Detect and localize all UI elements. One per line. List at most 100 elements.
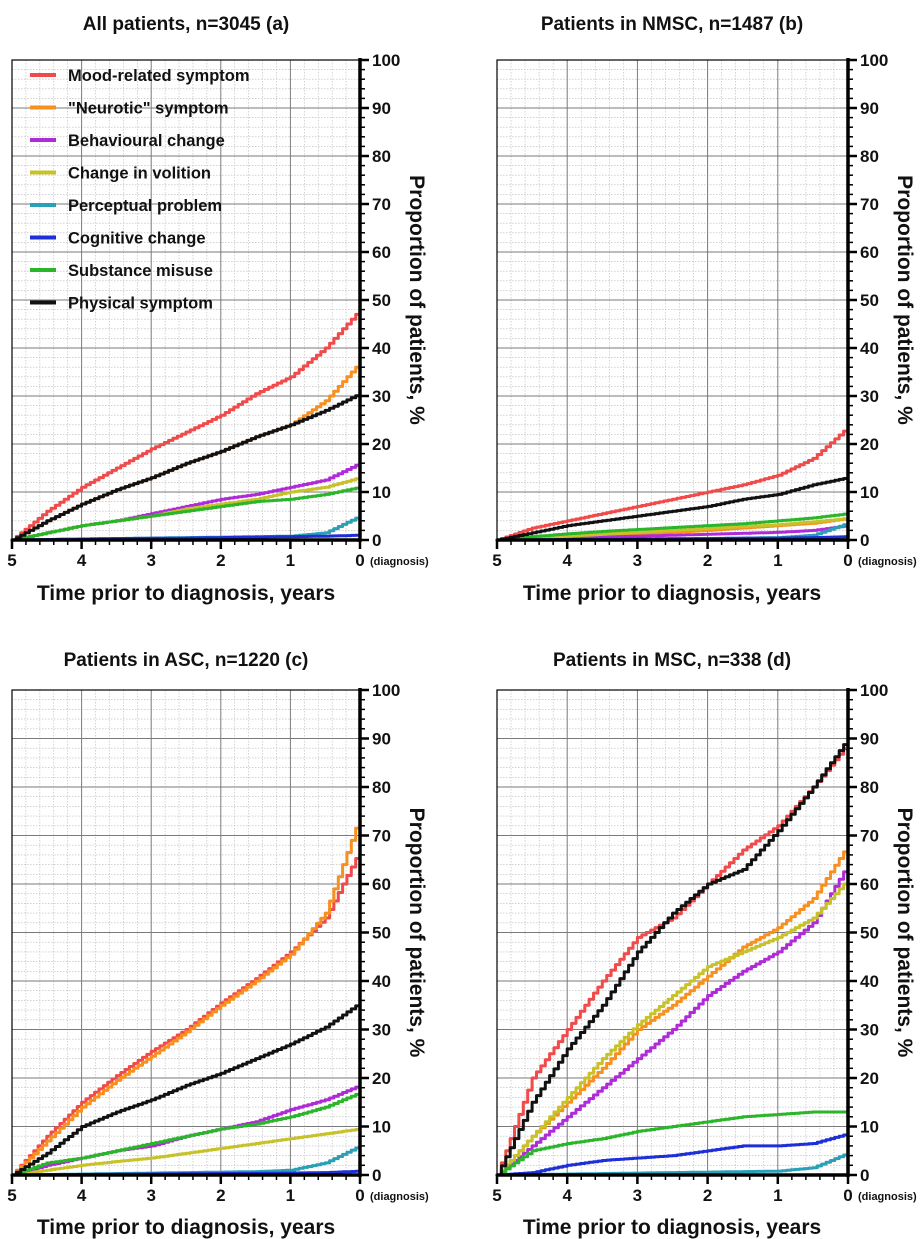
y-tick-label: 0 [372, 1166, 381, 1185]
x-axis-label: Time prior to diagnosis, years [523, 1216, 821, 1239]
y-tick-label: 50 [860, 291, 879, 310]
minor-grid [497, 690, 848, 1175]
y-tick-label: 50 [372, 924, 391, 943]
y-axis-label: Proportion of patients, % [405, 175, 428, 425]
major-grid [12, 60, 360, 540]
legend-label: Physical symptom [68, 295, 213, 313]
y-tick-label: 60 [860, 875, 879, 894]
major-grid [497, 60, 848, 540]
y-tick-label: 80 [372, 778, 391, 797]
x-axis-label: Time prior to diagnosis, years [37, 582, 335, 605]
x-tick-label: 3 [633, 1186, 642, 1205]
x-tick-label: 0 [843, 551, 852, 570]
x-tick-label: 2 [216, 551, 225, 570]
x-tick-label: 0 [843, 1186, 852, 1205]
y-tick-label: 100 [860, 681, 888, 700]
y-axis-label: Proportion of patients, % [405, 808, 428, 1058]
y-tick-label: 20 [860, 435, 879, 454]
x-tick-label: 2 [703, 551, 712, 570]
x-end-annotation: (diagnosis) [370, 1191, 429, 1203]
y-tick-label: 90 [372, 99, 391, 118]
series-line-0 [10, 308, 362, 542]
x-end-annotation: (diagnosis) [858, 556, 917, 568]
y-tick-label: 20 [860, 1069, 879, 1088]
y-tick-label: 60 [372, 875, 391, 894]
x-tick-label: 4 [562, 1186, 572, 1205]
major-grid [497, 690, 848, 1175]
x-end-annotation: (diagnosis) [370, 556, 429, 568]
series-line-5 [495, 1132, 850, 1177]
y-tick-label: 80 [860, 147, 879, 166]
series-line-2 [495, 863, 850, 1177]
chart-title: Patients in ASC, n=1220 (c) [64, 650, 309, 671]
y-tick-label: 10 [860, 1118, 879, 1137]
y-tick-label: 0 [372, 531, 381, 550]
y-axis-label: Proportion of patients, % [893, 808, 916, 1058]
legend-label: Change in volition [68, 165, 211, 183]
y-tick-label: 90 [860, 99, 879, 118]
series-line-6 [495, 1110, 850, 1177]
minor-grid [12, 690, 360, 1175]
chart-panel-d: Patients in MSC, n=338 (d)01020304050607… [492, 650, 917, 1239]
y-tick-label: 10 [372, 1118, 391, 1137]
series-line-3 [10, 1127, 362, 1177]
series-line-6 [10, 485, 362, 542]
chart-title: All patients, n=3045 (a) [83, 14, 289, 35]
x-axis-label: Time prior to diagnosis, years [523, 582, 821, 605]
y-tick-label: 30 [372, 387, 391, 406]
y-tick-label: 10 [372, 483, 391, 502]
y-tick-label: 70 [860, 827, 879, 846]
series-line-6 [10, 1091, 362, 1177]
y-tick-label: 40 [372, 972, 391, 991]
chart-title: Patients in NMSC, n=1487 (b) [541, 14, 803, 35]
y-tick-label: 0 [860, 531, 869, 550]
y-tick-label: 30 [860, 387, 879, 406]
chart-panel-c: Patients in ASC, n=1220 (c)0102030405060… [7, 650, 429, 1239]
x-tick-label: 0 [355, 1186, 364, 1205]
y-tick-label: 100 [372, 681, 400, 700]
legend-label: Behavioural change [68, 132, 225, 150]
x-tick-label: 4 [562, 551, 572, 570]
series-line-1 [10, 814, 362, 1177]
y-tick-label: 20 [372, 1069, 391, 1088]
x-end-annotation: (diagnosis) [858, 1191, 917, 1203]
y-tick-label: 40 [860, 972, 879, 991]
series-line-6 [495, 512, 850, 542]
y-tick-label: 60 [372, 243, 391, 262]
legend: Mood-related symptom "Neurotic" symptom Be… [30, 67, 250, 313]
x-tick-label: 5 [492, 1186, 501, 1205]
legend-label: "Neurotic" symptom [68, 100, 229, 118]
y-tick-label: 100 [860, 51, 888, 70]
y-tick-label: 60 [860, 243, 879, 262]
x-tick-label: 2 [703, 1186, 712, 1205]
series-line-3 [495, 516, 850, 542]
series-line-3 [495, 877, 850, 1177]
series-line-7 [10, 1001, 362, 1177]
x-tick-label: 5 [7, 1186, 16, 1205]
x-tick-label: 0 [355, 551, 364, 570]
x-tick-label: 4 [77, 1186, 87, 1205]
x-tick-label: 1 [773, 551, 782, 570]
y-tick-label: 80 [372, 147, 391, 166]
y-tick-label: 70 [372, 195, 391, 214]
series-line-0 [495, 425, 850, 542]
y-tick-label: 30 [860, 1021, 879, 1040]
series-line-7 [10, 392, 362, 542]
chart-panel-b: Patients in NMSC, n=1487 (b)010203040506… [492, 14, 917, 605]
y-tick-label: 40 [372, 339, 391, 358]
y-tick-label: 40 [860, 339, 879, 358]
x-tick-label: 1 [286, 551, 295, 570]
chart-panel-a: All patients, n=3045 (a)0102030405060708… [7, 14, 429, 605]
y-tick-label: 0 [860, 1166, 869, 1185]
x-tick-label: 5 [492, 551, 501, 570]
y-tick-label: 70 [372, 827, 391, 846]
legend-label: Perceptual problem [68, 197, 222, 215]
y-tick-label: 50 [372, 291, 391, 310]
series-line-7 [495, 737, 850, 1177]
legend-label: Substance misuse [68, 262, 213, 280]
series-line-7 [495, 476, 850, 542]
y-tick-label: 70 [860, 195, 879, 214]
y-tick-label: 100 [372, 51, 400, 70]
y-tick-label: 50 [860, 924, 879, 943]
